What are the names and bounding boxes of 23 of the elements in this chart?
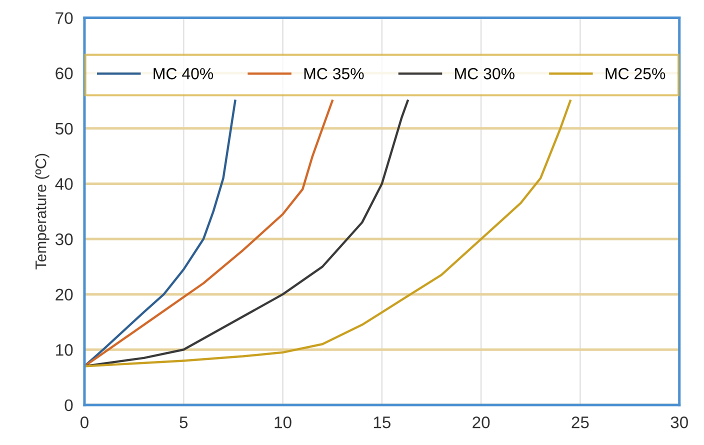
legend-label: MC 35% [304,68,364,80]
x-tick-label: 25 [572,416,589,428]
line-series [84,100,409,368]
y-tick-label: 60 [56,68,73,80]
legend-label: MC 25% [606,68,666,80]
x-tick-label: 0 [80,416,88,428]
legend-label: MC 40% [154,68,214,80]
y-tick-label: 50 [56,122,73,135]
line-series [84,100,572,368]
y-tick-label: 0 [64,399,73,412]
y-tick-label: 30 [55,233,73,246]
x-tick-label: 15 [374,416,390,428]
x-tick-label: 10 [274,416,292,428]
x-tick-label: 30 [670,416,688,428]
y-axis-title: Temperature (ºC) [35,154,50,270]
legend-label: MC 30% [455,68,514,80]
y-tick-label: 20 [56,288,73,301]
y-tick-label: 40 [55,178,73,190]
y-tick-label: 10 [56,344,73,356]
x-tick-label: 20 [472,416,490,428]
y-tick-label: 70 [56,12,73,24]
line-series [84,100,334,368]
x-tick-label: 5 [180,416,188,428]
